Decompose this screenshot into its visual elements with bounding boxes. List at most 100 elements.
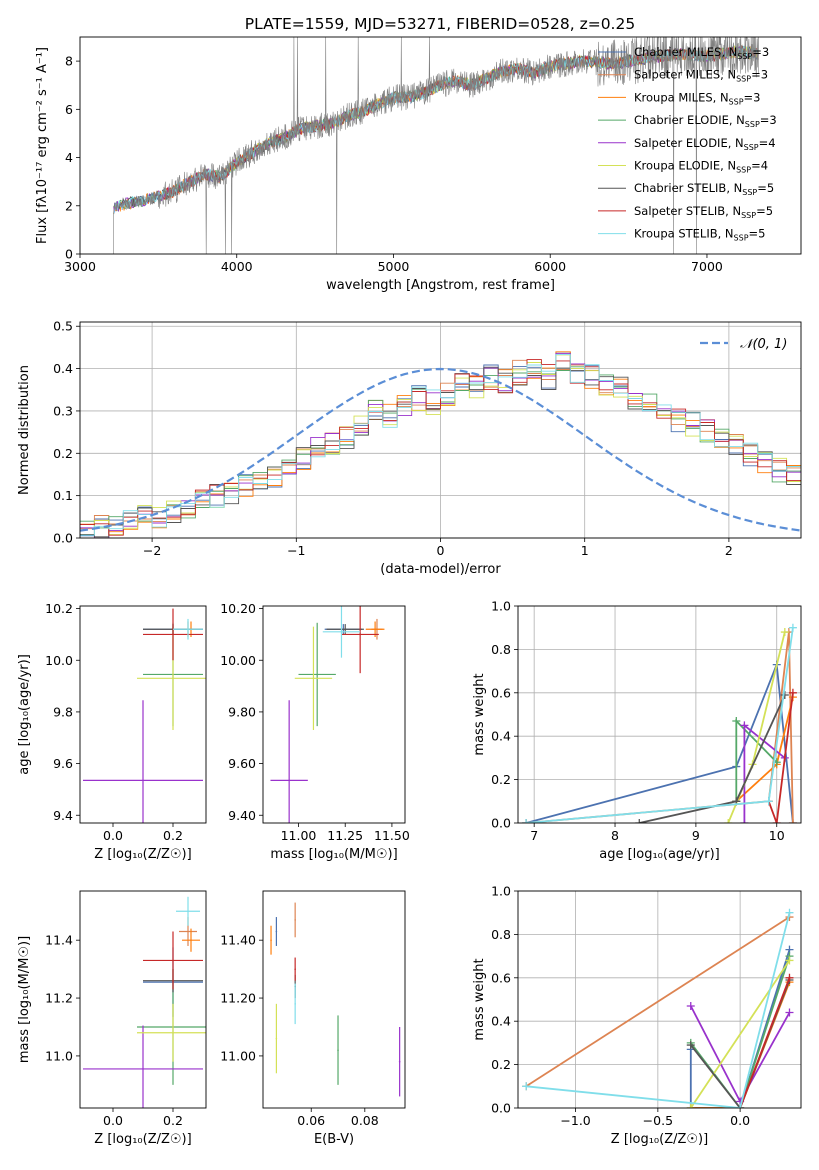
age-vs-Z-ytick-label: 10.2 [45,601,73,616]
mass-weight-vs-age-ytick-label: 0.8 [491,642,511,657]
residual-histogram-xlabel: (data-model)/error [380,562,501,577]
residual-histogram-ytick-label: 0.0 [53,531,73,546]
mass-weight-vs-Z-xtick-label: −0.5 [643,1113,673,1128]
age-vs-mass-ytick-label: 10.20 [220,601,256,616]
normal-curve [80,367,801,532]
residual-histogram-ytick-label: 0.1 [53,488,73,503]
mass-weight-vs-Z-ylabel: mass weight [472,958,487,1040]
mass-weight-vs-age-series-marker [788,623,797,632]
mass-weight-vs-age-series-line [525,664,794,823]
mass-weight-vs-age-series-marker [780,690,789,699]
mass-vs-Z-point [187,930,189,933]
mass-weight-vs-Z-series-line [690,955,791,1108]
age-vs-mass-point [288,779,290,782]
mass-vs-Z-xtick-label: 0.0 [103,1113,123,1128]
mass-vs-EBV-marks [270,902,401,1097]
mass-vs-EBV-xtick-label: 0.08 [351,1113,379,1128]
mass-weight-vs-age-series-marker [740,721,749,730]
spectrum-ylabel: Flux [fλ10⁻¹⁷ erg cm⁻² s⁻¹ A⁻¹] [35,47,50,244]
spectrum-legend-label: Salpeter ELODIE, NSSP=4 [634,136,776,152]
age-vs-mass-xlabel: mass [log₁₀(M/M☉)] [270,847,397,862]
spectrum-legend-label: Kroupa MILES, NSSP=3 [634,90,760,106]
mass-weight-vs-Z-series-marker [785,1008,794,1017]
mass-vs-EBV-point [294,919,296,921]
residual-histogram-xtick-label: −2 [143,543,161,558]
mass-vs-EBV-point [270,939,272,941]
mass-vs-Z-point [172,1031,174,1034]
spectrum-legend-label: Chabrier MILES, NSSP=3 [634,45,769,61]
mass-vs-EBV-frame [262,890,406,1109]
mass-weight-vs-Z-series-marker [686,1104,695,1108]
spectrum-legend-label: Chabrier STELIB, NSSP=5 [634,181,774,197]
age-vs-Z-plot: 0.0 0.2 9.4 9.6 9.8 10.0 10.2 Z [log₁₀(Z/Z☉)] ag… [17,601,207,862]
spectrum-data-line [113,37,759,254]
mass-weight-vs-age-series-marker [772,819,781,823]
mass-vs-Z-point [190,939,192,941]
age-vs-Z-ytick-label: 9.4 [53,808,73,823]
mass-vs-EBV-xtick-label: 0.06 [297,1113,325,1128]
mass-weight-vs-age-series-marker [780,628,789,637]
mass-weight-vs-age-ytick-label: 0.2 [491,772,511,787]
mass-weight-vs-Z-frame [517,890,802,1109]
age-vs-Z-xlabel: Z [log₁₀(Z/Z☉)] [94,847,191,862]
age-vs-mass-point [316,673,318,676]
age-vs-mass-point [312,677,315,680]
spectrum-ytick-label: 2 [65,198,73,213]
histogram-step-line [80,354,801,536]
age-vs-Z-ytick-label: 9.8 [53,704,73,719]
residual-histogram-xtick-label: −1 [287,543,305,558]
residual-histogram-xtick-label: 0 [437,543,445,558]
spectrum-frame [79,36,802,255]
mass-vs-EBV-plot: 0.06 0.08 11.00 11.20 11.40 E(B-V) [220,890,406,1147]
mass-vs-EBV-ytick-label: 11.20 [220,991,256,1006]
mass-weight-vs-age-series-marker [740,819,749,823]
mass-vs-Z-ytick-label: 11.4 [45,933,73,948]
mass-weight-vs-Z-series-marker [686,1041,695,1050]
mass-weight-vs-age-series-marker [788,688,797,697]
mass-vs-EBV-ytick-label: 11.00 [220,1048,256,1063]
mass-weight-vs-Z-xtick-label: 0.0 [730,1113,750,1128]
mass-weight-vs-Z-marks [522,908,794,1108]
mass-weight-vs-age-series-marker [522,819,531,823]
mass-weight-vs-age-series-line [639,694,786,823]
spectrum-xtick-label: 7000 [691,259,723,274]
age-vs-mass-xtick-label: 11.25 [327,828,363,843]
residual-histogram-marks [80,351,801,538]
mass-weight-vs-Z-series-marker [736,1104,745,1108]
mass-vs-Z-ytick-label: 11.2 [45,991,73,1006]
mass-weight-vs-Z-series-line [690,959,791,1108]
mass-weight-vs-age-ylabel: mass weight [472,673,487,755]
age-vs-mass-ytick-label: 9.80 [228,704,256,719]
mass-weight-vs-Z-xlabel: Z [log₁₀(Z/Z☉)] [611,1132,708,1147]
mass-vs-Z-plot: 0.0 0.2 11.0 11.2 11.4 Z [log₁₀(Z/Z☉)] mass [l… [17,890,207,1147]
mass-weight-vs-Z-plot: −1.0 −0.5 0.0 0.0 0.2 0.4 0.6 0.8 1.0 Z [log₁₀(Z/… [472,884,802,1147]
spectrum-xtick-label: 3000 [64,259,96,274]
mass-vs-EBV-point [275,1037,278,1040]
histogram-legend-label: 𝒩(0, 1) [740,337,787,352]
mass-weight-vs-Z-series-marker [522,1082,531,1091]
age-vs-Z-point [187,628,189,631]
mass-weight-vs-age-xtick-label: 7 [530,828,538,843]
age-vs-mass-point [344,628,347,631]
age-vs-mass-ytick-label: 9.60 [228,756,256,771]
age-vs-mass-ytick-label: 9.40 [228,808,256,823]
mass-weight-vs-age-series-marker [732,717,741,726]
spectrum-ytick-label: 0 [65,247,73,262]
age-vs-mass-marks [270,606,385,823]
residual-histogram-ytick-label: 0.2 [53,446,73,461]
mass-weight-vs-age-xtick-label: 8 [611,828,619,843]
age-vs-mass-point [359,633,361,636]
mass-weight-vs-age-xtick-label: 10 [769,828,785,843]
mass-vs-Z-xlabel: Z [log₁₀(Z/Z☉)] [94,1132,191,1147]
age-vs-Z-point [172,677,174,680]
age-vs-Z-point [142,779,144,782]
mass-weight-vs-Z-ytick-label: 0.0 [491,1101,511,1116]
residual-histogram-plot: −2 −1 0 1 2 0.0 0.1 0.2 0.3 0.4 0.5 (data-model)/er… [17,319,802,577]
mass-weight-vs-Z-series-marker [785,908,794,917]
residual-histogram-ytick-label: 0.5 [53,319,73,334]
age-vs-Z-ytick-label: 9.6 [53,756,73,771]
mass-vs-Z-ytick-label: 11.0 [45,1048,73,1063]
mass-vs-EBV-ytick-label: 11.40 [220,933,256,948]
mass-vs-EBV-point [294,1003,296,1005]
